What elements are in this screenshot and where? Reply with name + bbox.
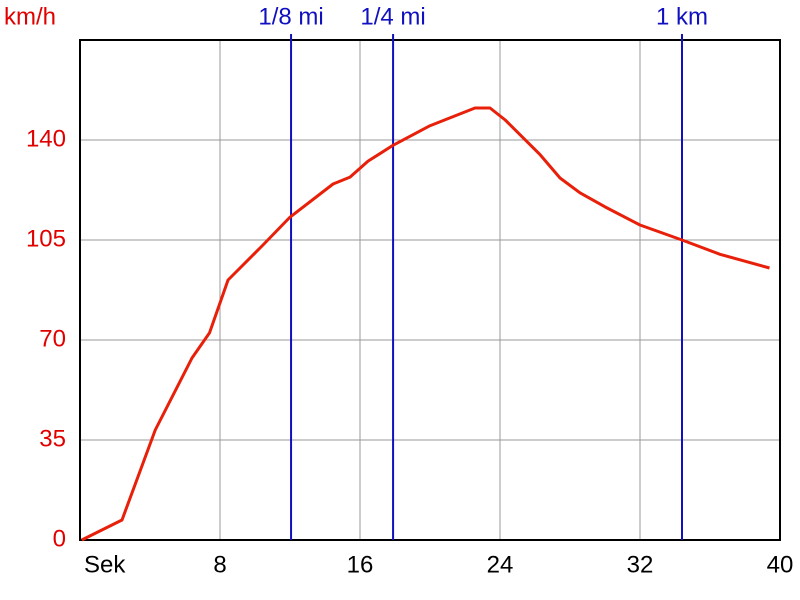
y-tick-label: 70 <box>39 325 66 352</box>
x-tick-label: 16 <box>347 551 374 578</box>
y-tick-label: 140 <box>26 125 66 152</box>
x-tick-label: Sek <box>84 551 126 578</box>
x-tick-label: 32 <box>627 551 654 578</box>
speed-line <box>81 106 770 542</box>
y-axis-title: km/h <box>4 3 56 30</box>
distance-marker-label: 1/4 mi <box>360 3 425 30</box>
y-tick-label: 35 <box>39 425 66 452</box>
x-tick-label: 8 <box>213 551 226 578</box>
y-tick-label: 105 <box>26 225 66 252</box>
y-tick-label: 0 <box>53 525 66 552</box>
distance-marker-label: 1 km <box>656 3 708 30</box>
x-tick-label: 40 <box>767 551 794 578</box>
x-tick-label: 24 <box>487 551 514 578</box>
distance-marker-label: 1/8 mi <box>258 3 323 30</box>
plot-frame <box>79 39 781 541</box>
